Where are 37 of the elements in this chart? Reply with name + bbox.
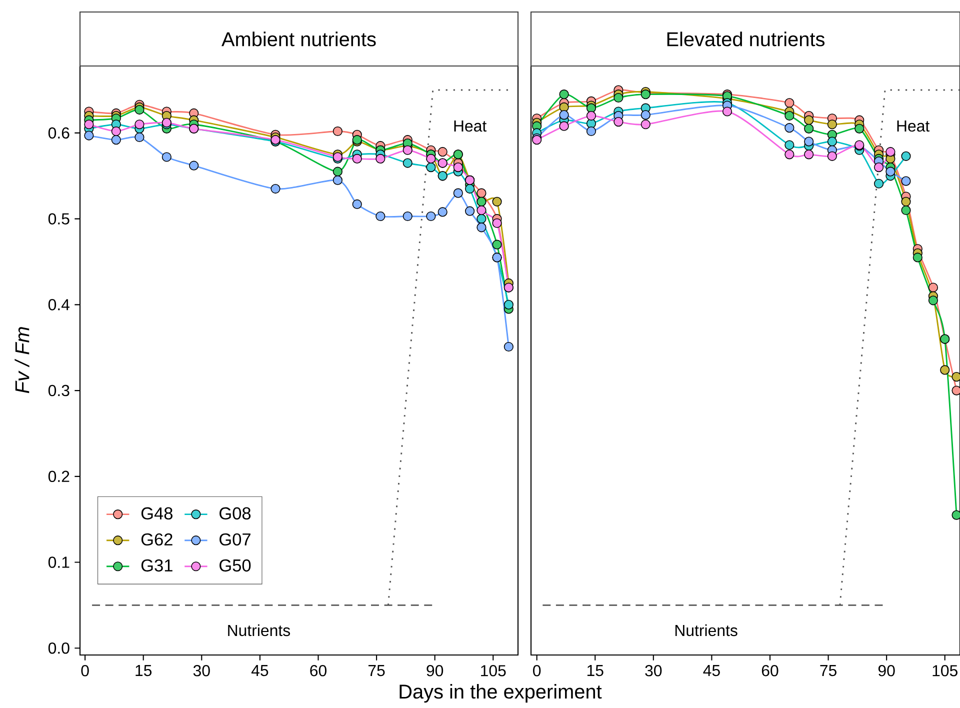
- legend-label: G62: [141, 533, 172, 546]
- legend-label: G48: [141, 507, 172, 520]
- y-tick-label: 0.0: [48, 642, 70, 654]
- x-tick-label: 90: [426, 665, 444, 676]
- x-tick-label: 30: [645, 665, 662, 676]
- x-axis-title: Days in the experiment: [400, 684, 602, 703]
- x-tick-label: 105: [481, 665, 506, 676]
- y-tick-label: 0.6: [48, 127, 70, 139]
- chart-title: Ambient nutrients: [222, 32, 376, 46]
- x-tick-label: 90: [878, 665, 895, 676]
- x-tick-label: 15: [136, 665, 152, 676]
- y-tick-label: 0.2: [48, 470, 70, 482]
- chart-title: Elevated nutrients: [667, 32, 824, 46]
- x-tick-label: 75: [820, 665, 836, 676]
- x-tick-label: 15: [587, 665, 604, 676]
- x-tick-label: 0: [533, 665, 541, 676]
- y-tick-label: 0.5: [48, 213, 70, 224]
- x-tick-label: 45: [703, 665, 720, 676]
- annotation: Heat: [454, 120, 487, 132]
- x-tick-label: 105: [932, 665, 958, 676]
- x-tick-label: 75: [368, 665, 385, 676]
- annotation: Nutrients: [675, 624, 738, 636]
- y-tick-label: 0.4: [48, 299, 70, 310]
- y-tick-label: 0.1: [48, 556, 70, 568]
- legend-label: G08: [220, 507, 251, 520]
- legend-label: G50: [220, 559, 251, 572]
- y-axis-title: Fv / Fm: [14, 327, 30, 394]
- annotation: Nutrients: [228, 624, 290, 636]
- x-tick-label: 0: [81, 665, 89, 676]
- x-tick-label: 60: [310, 665, 326, 676]
- annotation: Heat: [897, 120, 930, 132]
- x-tick-label: 60: [762, 665, 778, 676]
- x-tick-label: 45: [251, 665, 268, 676]
- y-tick-label: 0.3: [48, 384, 70, 396]
- x-tick-label: 30: [193, 665, 210, 676]
- legend-label: G31: [141, 559, 172, 572]
- legend-label: G07: [220, 533, 250, 546]
